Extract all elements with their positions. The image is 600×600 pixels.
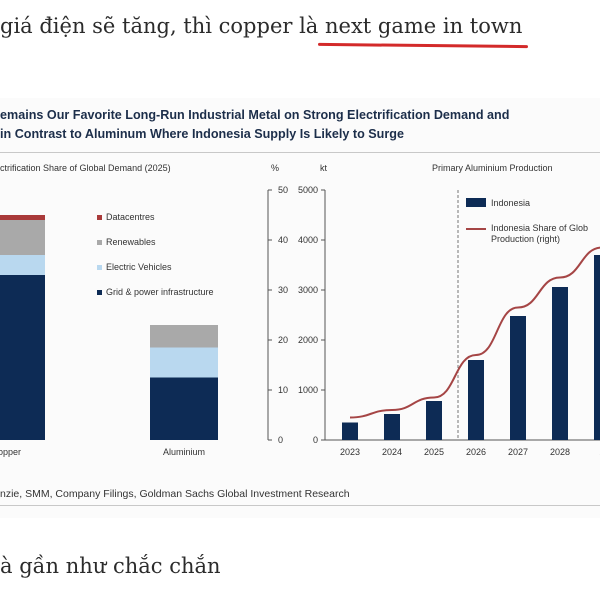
right-y-tick-label: 0 [313, 435, 318, 445]
left-chart-x-labels: opper Aluminium [0, 447, 205, 457]
legend-label-grid-power-infrastructure: Grid & power infrastructure [106, 287, 214, 297]
right-chart-bars [342, 255, 600, 440]
right-x-label-2025: 2025 [424, 447, 444, 457]
left-chart-legend: Datacentres Renewables Electric Vehicles Gr… [97, 212, 214, 297]
left-y-tick-label: 20 [278, 335, 288, 345]
right-x-label-2026: 2026 [466, 447, 486, 457]
left-chart-y-ticks: 0 10 20 30 40 50 [268, 185, 288, 445]
right-x-label-2028: 2028 [550, 447, 570, 457]
figure-headline-line2: in Contrast to Aluminum Where Indonesia … [0, 127, 404, 141]
right-chart-x-labels: 2023202420252026202720282 [340, 447, 600, 457]
intro-text-start: giá điện sẽ tăng, thì copper là [0, 14, 325, 38]
bar-aluminium-renewables [150, 325, 218, 348]
bar-opper-electric-vehicles [0, 255, 45, 275]
bar-indonesia-2028 [552, 287, 568, 440]
legend-swatch-grid-power-infrastructure [97, 290, 102, 295]
right-y-tick-label: 2000 [298, 335, 318, 345]
source-divider [0, 505, 600, 506]
right-chart-y-ticks: 0 1000 2000 3000 4000 5000 [298, 185, 325, 445]
legend-swatch-electric-vehicles [97, 265, 102, 270]
bar-aluminium-grid-power-infrastructure [150, 377, 218, 440]
left-chart-ylabel: % [271, 163, 279, 173]
legend-label-renewables: Renewables [106, 237, 156, 247]
bar-indonesia-2 [594, 255, 600, 440]
left-y-tick-label: 0 [278, 435, 283, 445]
legend-label-electric-vehicles: Electric Vehicles [106, 262, 172, 272]
bar-indonesia-2025 [426, 401, 442, 440]
left-chart-title: ectrification Share of Global Demand (20… [0, 163, 171, 173]
intro-text: giá điện sẽ tăng, thì copper là next gam… [0, 14, 522, 38]
left-x-label-aluminium: Aluminium [163, 447, 205, 457]
indonesia-share-line [349, 246, 600, 419]
legend-label-share-line2: Production (right) [491, 234, 560, 244]
intro-text-highlight: next game in town [325, 14, 523, 38]
legend-swatch-datacentres [97, 215, 102, 220]
right-chart-title: Primary Aluminium Production [432, 163, 553, 173]
right-y-tick-label: 5000 [298, 185, 318, 195]
right-chart-ylabel: kt [320, 163, 328, 173]
right-x-label-2023: 2023 [340, 447, 360, 457]
figure-headline-line1: emains Our Favorite Long-Run Industrial … [0, 108, 510, 122]
figure-panel [0, 98, 600, 518]
legend-label-datacentres: Datacentres [106, 212, 155, 222]
right-x-label-2027: 2027 [508, 447, 528, 457]
left-y-tick-label: 30 [278, 285, 288, 295]
source-note: nzie, SMM, Company Filings, Goldman Sach… [0, 488, 350, 500]
headline-divider [0, 152, 600, 153]
right-y-tick-label: 3000 [298, 285, 318, 295]
right-y-tick-label: 1000 [298, 385, 318, 395]
bar-opper-datacentres [0, 215, 45, 220]
right-x-label-2024: 2024 [382, 447, 402, 457]
legend-label-indonesia: Indonesia [491, 198, 530, 208]
legend-swatch-renewables [97, 240, 102, 245]
left-chart-bars [0, 215, 218, 440]
bar-opper-grid-power-infrastructure [0, 275, 45, 440]
legend-label-share-line1: Indonesia Share of Glob [491, 223, 588, 233]
bar-aluminium-electric-vehicles [150, 347, 218, 378]
left-y-tick-label: 50 [278, 185, 288, 195]
right-chart-legend: Indonesia Indonesia Share of GlobProducti… [466, 198, 588, 244]
right-y-tick-label: 4000 [298, 235, 318, 245]
bar-indonesia-2027 [510, 316, 526, 440]
legend-swatch-indonesia [466, 198, 486, 207]
left-x-label-opper: opper [0, 447, 21, 457]
left-y-tick-label: 40 [278, 235, 288, 245]
bar-indonesia-2026 [468, 360, 484, 440]
bar-indonesia-2024 [384, 414, 400, 440]
closing-text: à gần như chắc chắn [0, 554, 221, 578]
left-y-tick-label: 10 [278, 385, 288, 395]
bar-indonesia-2023 [342, 422, 358, 440]
bar-opper-renewables [0, 220, 45, 255]
